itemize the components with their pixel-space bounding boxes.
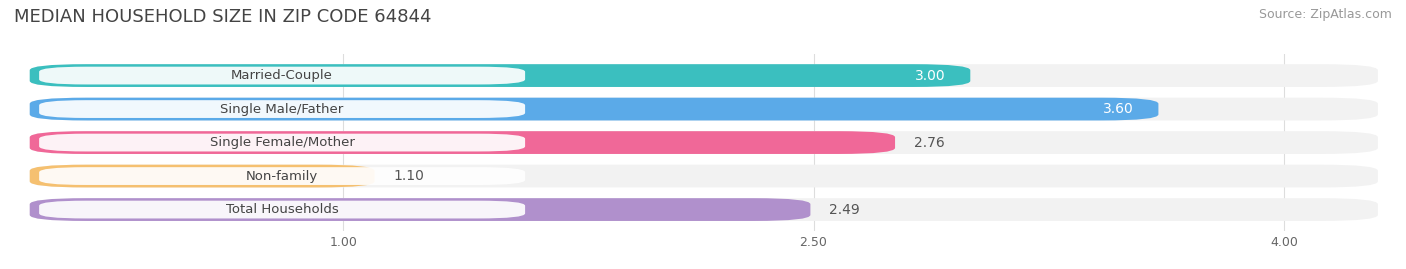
FancyBboxPatch shape [30,98,1159,121]
Text: Non-family: Non-family [246,169,318,183]
Text: 2.76: 2.76 [914,136,945,150]
FancyBboxPatch shape [30,165,1378,187]
Text: 1.10: 1.10 [394,169,425,183]
FancyBboxPatch shape [30,64,970,87]
Text: 3.60: 3.60 [1102,102,1133,116]
FancyBboxPatch shape [30,198,1378,221]
FancyBboxPatch shape [30,98,1378,121]
Text: Source: ZipAtlas.com: Source: ZipAtlas.com [1258,8,1392,21]
Text: MEDIAN HOUSEHOLD SIZE IN ZIP CODE 64844: MEDIAN HOUSEHOLD SIZE IN ZIP CODE 64844 [14,8,432,26]
Text: Married-Couple: Married-Couple [231,69,333,82]
FancyBboxPatch shape [39,167,524,185]
FancyBboxPatch shape [39,67,524,84]
FancyBboxPatch shape [30,64,1378,87]
FancyBboxPatch shape [30,131,896,154]
FancyBboxPatch shape [39,201,524,218]
FancyBboxPatch shape [30,131,1378,154]
FancyBboxPatch shape [39,100,524,118]
Text: Single Female/Mother: Single Female/Mother [209,136,354,149]
FancyBboxPatch shape [30,165,374,187]
Text: 3.00: 3.00 [914,69,945,83]
FancyBboxPatch shape [30,198,810,221]
Text: Total Households: Total Households [226,203,339,216]
FancyBboxPatch shape [39,134,524,151]
Text: 2.49: 2.49 [830,203,860,217]
Text: Single Male/Father: Single Male/Father [221,102,343,116]
